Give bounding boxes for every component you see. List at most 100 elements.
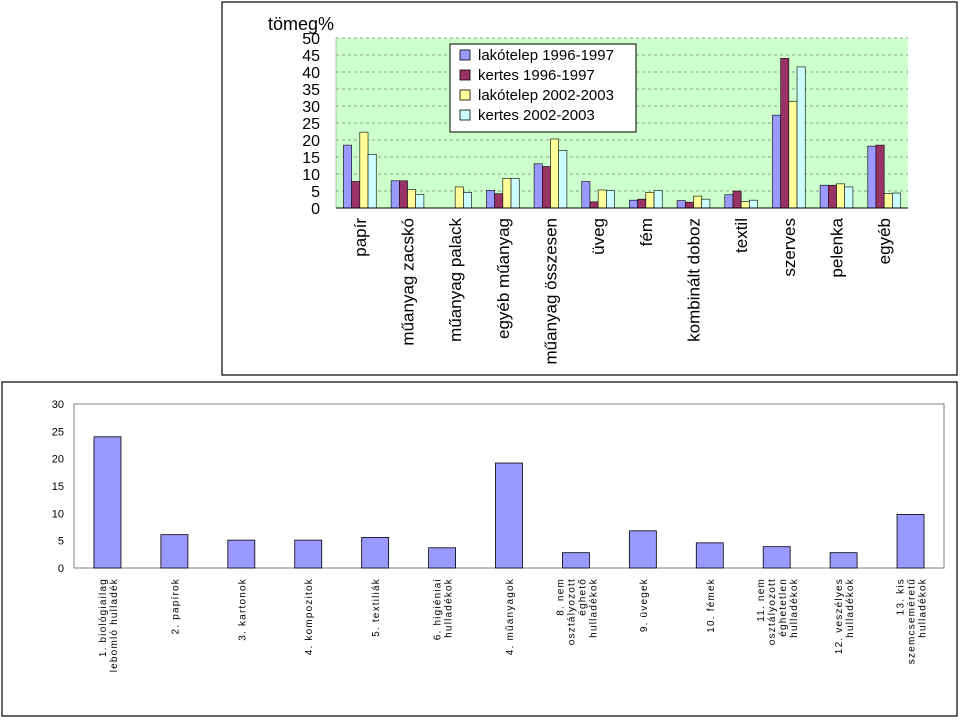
top-chart-bar [398,180,408,209]
bottom-chart-y-tick-label: 5 [58,536,64,548]
top-chart-x-tick-label: kombinált doboz [685,218,704,342]
bottom-chart-x-tick-label: hulladékok [588,578,599,638]
bottom-chart-bar [495,462,523,569]
top-chart-bar [780,58,790,209]
top-chart-x-tick-label: textil [732,218,751,253]
top-chart-bar [875,144,885,209]
bottom-chart-bar [762,546,791,569]
top-chart-y-label: tömeg% [268,14,334,34]
top-chart-bar [606,190,615,209]
top-chart-bar [772,114,781,209]
top-chart-bar [883,193,893,209]
top-chart-bar [558,150,568,209]
bottom-chart-bar [361,536,390,569]
top-chart-bar [581,181,591,209]
legend-swatch [459,109,471,121]
bottom-chart-x-tick-label: 4. kompozitok [304,578,315,655]
bottom-chart-bar [829,552,858,569]
bottom-chart-x-tick-label: 13. kis [896,578,907,615]
top-chart-bar [724,194,734,209]
legend-entry: kertes 2002-2003 [478,107,595,124]
bottom-chart-y-tick-label: 0 [58,563,64,575]
top-chart-bar [749,199,758,209]
bottom-chart-bar [428,547,456,569]
legend-swatch [459,69,471,81]
top-chart-bar [415,194,425,209]
top-chart-bar [494,193,504,209]
bottom-chart-x-tick-label: 11. nem [756,578,767,622]
bottom-chart-bar [628,530,657,569]
top-chart-bar [653,190,663,209]
bottom-chart-bar [695,542,724,569]
top-chart-bar [892,192,901,209]
top-chart-x-tick-label: fém [637,218,656,246]
bottom-chart-x-tick-label: éghetetlen [778,578,789,637]
legend-swatch [459,89,471,101]
bottom-chart-x-tick-label: hulladékok [918,578,929,638]
bottom-chart-x-tick-label: 10. fémek [706,578,717,633]
bottom-chart-x-tick-label: osztályozott [566,578,577,645]
bottom-chart-x-tick-label: 9. üvegek [639,578,650,632]
top-chart-bar [367,153,377,209]
bottom-chart-x-tick-label: 12. veszélyes [834,578,845,654]
top-chart-bar [788,100,798,209]
bottom-chart-y-tick-label: 25 [52,426,64,438]
bottom-chart-bar [227,539,256,569]
top-chart-x-tick-label: pelenka [828,217,847,277]
top-chart-x-tick-labels: papír műanyag zacskó műanyag palack egyéb m… [351,217,894,364]
legend-entry: lakótelep 1996-1997 [478,47,614,64]
top-chart-y-tick-label: 45 [302,48,320,65]
top-chart-bar [463,192,472,209]
top-chart-bar [836,183,845,209]
top-chart-legend: lakótelep 1996-1997 kertes 1996-1997 lakót… [449,43,637,133]
top-chart-bar [740,201,750,209]
top-chart-bar [867,145,877,209]
top-chart-bar [796,66,806,209]
bottom-chart-x-tick-label: 8. nem [555,578,566,616]
top-chart-bar [732,190,742,209]
top-chart-bar [684,201,694,209]
bottom-chart-bar [294,539,323,569]
bottom-chart-bar [160,534,189,569]
top-chart-bar [407,189,416,209]
top-chart-bar [550,138,559,209]
top-chart-bar [701,198,711,209]
top-chart-y-tick-label: 40 [302,65,320,82]
bottom-chart-y-tick-label: 10 [52,508,64,520]
bottom-chart-bar [562,552,590,569]
bottom-chart-x-tick-label: 5. textiliák [371,578,382,637]
top-chart-x-tick-label: egyéb [875,218,894,264]
top-chart-bar [844,186,854,209]
top-chart-bar [819,184,829,209]
top-chart-bar [486,190,495,209]
top-chart-bar [637,198,647,209]
top-chart-y-tick-label: 20 [302,133,320,150]
bottom-chart-x-tick-label: osztályozott [767,578,778,645]
top-chart-y-tick-label: 10 [302,167,320,184]
top-chart-y-tick-label: 35 [302,82,320,99]
top-chart-bar [597,189,607,209]
bottom-chart-y-tick-label: 20 [52,454,64,466]
top-chart-x-tick-label: egyéb műanyag [494,218,513,339]
top-chart-bar [359,131,369,209]
legend-entry: kertes 1996-1997 [478,67,595,84]
bottom-chart-bars [93,436,925,569]
top-chart-bar [510,178,520,209]
bottom-chart-x-tick-label: 4. műanyagok [505,578,516,655]
top-chart-bar [645,192,655,209]
bottom-chart-x-tick-label: hulladékok [845,578,856,638]
top-chart-x-tick-label: papír [351,218,370,257]
bottom-chart-x-tick-label: hulladékok [789,578,800,638]
bottom-chart-x-tick-label: lebomló hulladék [109,578,120,672]
top-chart-bar [589,201,599,209]
bottom-chart-x-tick-label: hulladékok [444,578,455,638]
top-chart-bar [343,144,352,209]
top-chart-gridlines [336,37,908,192]
legend-entry: lakótelep 2002-2003 [478,87,614,104]
top-chart-y-tick-label: 5 [311,184,320,201]
bottom-chart-x-tick-label: 1. biológiailag [98,578,109,657]
top-chart-bar [693,195,702,209]
bottom-chart-x-tick-label: 2. papírok [170,578,181,634]
